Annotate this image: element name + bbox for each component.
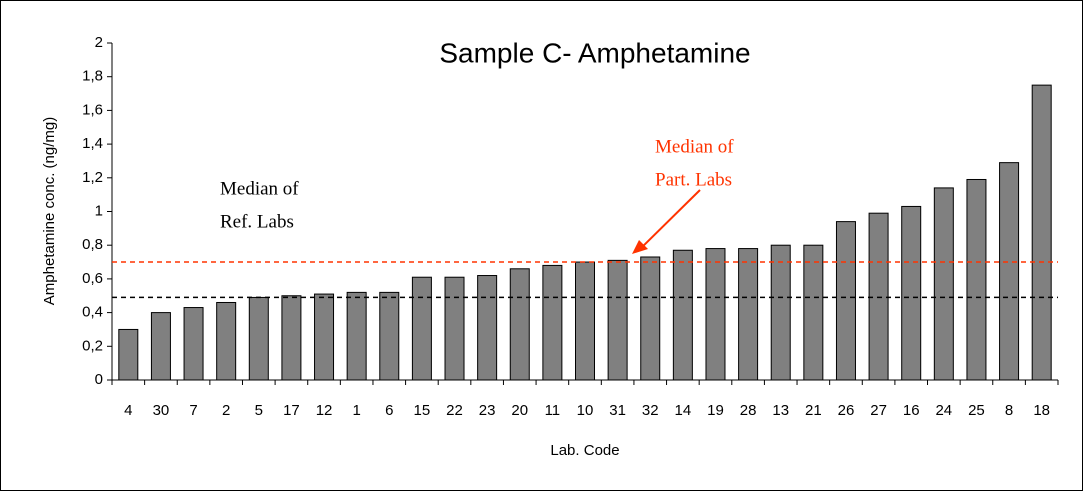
- bar: [901, 205, 922, 381]
- x-tick-label: 17: [283, 402, 300, 419]
- bar: [444, 276, 465, 381]
- bar: [346, 291, 367, 381]
- y-tick-label: 0,4: [82, 304, 103, 321]
- x-tick-label: 28: [740, 402, 757, 419]
- bar: [640, 256, 661, 381]
- bar: [509, 268, 530, 381]
- bar: [411, 276, 432, 381]
- x-tick-label: 21: [805, 402, 822, 419]
- arrow-head: [632, 240, 648, 255]
- x-tick-label: 23: [479, 402, 496, 419]
- bar: [118, 328, 139, 381]
- x-tick-label: 22: [446, 402, 463, 419]
- bar: [314, 293, 335, 381]
- bar: [542, 264, 563, 381]
- x-tick-label: 24: [935, 402, 952, 419]
- chart-title: Sample C- Amphetamine: [439, 37, 750, 68]
- bar: [183, 307, 204, 381]
- annotation: Median of: [655, 136, 734, 157]
- x-axis-title: Lab. Code: [550, 442, 619, 459]
- bar: [770, 244, 791, 381]
- x-tick-label: 32: [642, 402, 659, 419]
- x-tick-label: 12: [316, 402, 333, 419]
- x-tick-label: 7: [189, 402, 197, 419]
- bar: [379, 291, 400, 381]
- bar: [477, 275, 498, 381]
- annotation: Ref. Labs: [220, 211, 294, 232]
- bar: [803, 244, 824, 381]
- y-tick-label: 2: [95, 34, 103, 51]
- annotation: Median of: [220, 178, 299, 199]
- bar: [607, 259, 628, 381]
- bar: [575, 261, 595, 381]
- x-tick-label: 14: [675, 402, 692, 419]
- x-tick-label: 18: [1033, 402, 1050, 419]
- y-tick-label: 1,8: [82, 68, 103, 85]
- x-tick-label: 2: [222, 402, 230, 419]
- bar: [999, 162, 1020, 381]
- bar: [868, 212, 889, 381]
- y-tick-label: 0,6: [82, 270, 103, 287]
- x-tick-label: 10: [577, 402, 594, 419]
- x-tick-label: 8: [1005, 402, 1013, 419]
- bar: [705, 248, 726, 381]
- x-tick-label: 4: [124, 402, 132, 419]
- x-tick-label: 20: [511, 402, 528, 419]
- annotation: Part. Labs: [655, 169, 732, 190]
- bar: [933, 187, 954, 381]
- bar: [966, 178, 987, 381]
- x-tick-label: 5: [255, 402, 263, 419]
- x-tick-label: 31: [609, 402, 626, 419]
- y-tick-label: 0,2: [82, 337, 103, 354]
- bar: [216, 301, 237, 381]
- x-tick-label: 25: [968, 402, 985, 419]
- x-tick-label: 6: [385, 402, 393, 419]
- x-tick-label: 13: [772, 402, 789, 419]
- x-tick-label: 27: [870, 402, 887, 419]
- y-tick-label: 0: [95, 371, 103, 388]
- bar: [672, 249, 693, 381]
- y-tick-label: 0,8: [82, 236, 103, 253]
- y-tick-label: 1,4: [82, 135, 103, 152]
- x-tick-label: 30: [153, 402, 170, 419]
- x-tick-label: 19: [707, 402, 724, 419]
- arrow: [637, 189, 701, 252]
- y-tick-label: 1: [95, 202, 103, 219]
- bar: [248, 296, 269, 381]
- bar: [1031, 84, 1052, 381]
- x-tick-label: 15: [414, 402, 431, 419]
- x-tick-label: 1: [352, 402, 360, 419]
- y-axis-title: Amphetamine conc. (ng/mg): [41, 117, 58, 305]
- bar: [281, 295, 302, 381]
- bar: [835, 221, 856, 381]
- bar: [150, 312, 171, 381]
- x-tick-label: 11: [545, 402, 561, 419]
- y-tick-label: 1,2: [82, 169, 103, 186]
- x-tick-label: 16: [903, 402, 920, 419]
- bar: [738, 248, 759, 381]
- y-tick-label: 1,6: [82, 101, 103, 118]
- x-tick-label: 26: [838, 402, 855, 419]
